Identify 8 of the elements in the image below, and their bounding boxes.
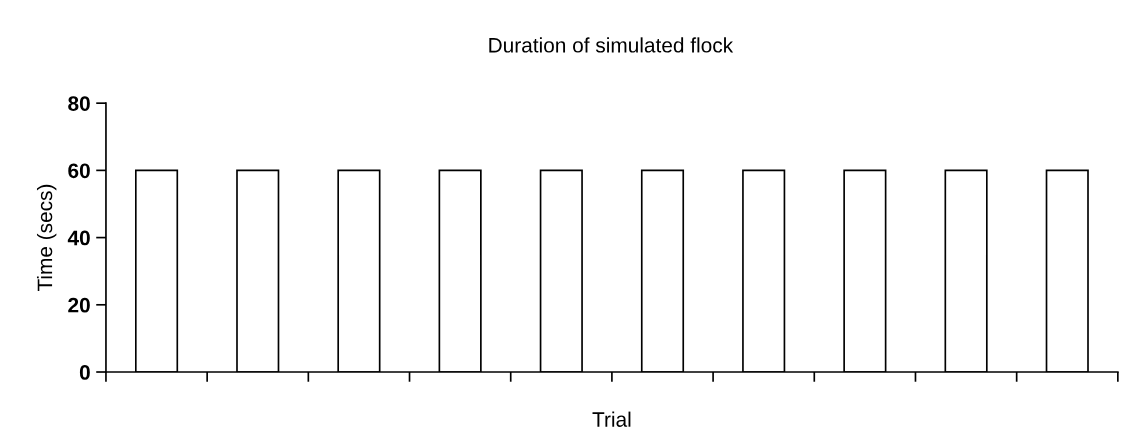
x-axis-title: Trial [592,411,631,427]
y-tick-label: 40 [67,230,90,246]
y-tick-label: 60 [68,163,90,179]
y-tick-label: 20 [68,297,90,313]
y-tick-label: 80 [68,96,90,111]
y-axis-title: Time (secs) [36,184,57,292]
y-tick-label: 0 [79,365,90,380]
chart-title: Duration of simulated flock [489,37,734,53]
